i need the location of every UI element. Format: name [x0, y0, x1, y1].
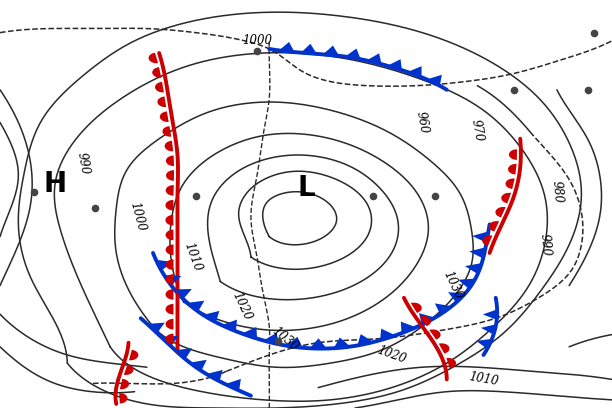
Wedge shape	[439, 343, 449, 354]
Polygon shape	[387, 59, 402, 70]
Text: 1020: 1020	[375, 344, 408, 366]
Text: 1020: 1020	[230, 290, 254, 322]
Polygon shape	[435, 304, 452, 315]
Wedge shape	[129, 350, 138, 360]
Polygon shape	[310, 338, 327, 349]
Polygon shape	[419, 313, 435, 325]
Wedge shape	[482, 235, 493, 246]
Wedge shape	[166, 170, 174, 181]
Text: 1000: 1000	[242, 34, 272, 47]
Wedge shape	[165, 141, 173, 151]
Polygon shape	[147, 323, 165, 333]
Text: 960: 960	[414, 110, 431, 135]
Wedge shape	[155, 82, 164, 93]
Wedge shape	[501, 193, 511, 203]
Wedge shape	[165, 200, 173, 211]
Polygon shape	[242, 327, 257, 339]
Wedge shape	[166, 259, 174, 270]
Polygon shape	[156, 260, 173, 271]
Polygon shape	[175, 348, 192, 359]
Wedge shape	[509, 149, 517, 160]
Wedge shape	[162, 126, 171, 137]
Wedge shape	[165, 289, 173, 300]
Wedge shape	[157, 97, 166, 107]
Polygon shape	[481, 324, 496, 335]
Polygon shape	[323, 46, 339, 56]
Wedge shape	[165, 215, 173, 226]
Polygon shape	[476, 339, 492, 349]
Polygon shape	[472, 231, 488, 243]
Polygon shape	[401, 322, 416, 333]
Wedge shape	[160, 111, 169, 122]
Wedge shape	[152, 67, 162, 78]
Polygon shape	[427, 75, 442, 86]
Polygon shape	[357, 334, 373, 346]
Text: 1000: 1000	[127, 200, 148, 233]
Polygon shape	[161, 336, 179, 346]
Polygon shape	[483, 309, 498, 320]
Polygon shape	[286, 337, 303, 348]
Text: H: H	[43, 170, 67, 197]
Polygon shape	[187, 301, 204, 312]
Text: 980: 980	[550, 180, 564, 204]
Wedge shape	[149, 53, 158, 63]
Wedge shape	[166, 185, 174, 196]
Wedge shape	[166, 334, 174, 344]
Polygon shape	[206, 370, 223, 381]
Wedge shape	[166, 155, 174, 166]
Polygon shape	[345, 49, 360, 59]
Wedge shape	[430, 329, 441, 339]
Polygon shape	[174, 289, 192, 299]
Polygon shape	[263, 333, 279, 344]
Polygon shape	[448, 292, 466, 303]
Wedge shape	[446, 358, 456, 368]
Text: 990: 990	[74, 151, 91, 175]
Text: 970: 970	[469, 118, 486, 143]
Polygon shape	[469, 247, 486, 259]
Wedge shape	[120, 379, 129, 389]
Polygon shape	[458, 279, 476, 289]
Wedge shape	[495, 207, 506, 217]
Wedge shape	[166, 244, 174, 255]
Polygon shape	[301, 44, 317, 54]
Polygon shape	[408, 66, 422, 77]
Wedge shape	[124, 364, 133, 375]
Polygon shape	[222, 319, 237, 331]
Wedge shape	[489, 221, 499, 231]
Polygon shape	[380, 328, 395, 340]
Wedge shape	[508, 164, 517, 175]
Text: 1010: 1010	[468, 370, 499, 388]
Wedge shape	[165, 230, 174, 240]
Polygon shape	[225, 379, 241, 390]
Wedge shape	[166, 319, 174, 329]
Wedge shape	[506, 178, 515, 189]
Wedge shape	[411, 303, 422, 313]
Text: 1030: 1030	[269, 324, 300, 353]
Polygon shape	[334, 337, 351, 348]
Text: 1010: 1010	[182, 241, 204, 273]
Polygon shape	[164, 275, 182, 286]
Wedge shape	[165, 304, 173, 315]
Text: 990: 990	[537, 233, 552, 257]
Polygon shape	[367, 53, 381, 64]
Wedge shape	[165, 274, 174, 285]
Polygon shape	[279, 42, 294, 52]
Wedge shape	[420, 316, 431, 326]
Polygon shape	[465, 263, 482, 274]
Text: L: L	[297, 174, 315, 202]
Polygon shape	[190, 360, 207, 371]
Polygon shape	[203, 311, 219, 322]
Text: 1030: 1030	[441, 269, 465, 302]
Wedge shape	[119, 393, 127, 404]
